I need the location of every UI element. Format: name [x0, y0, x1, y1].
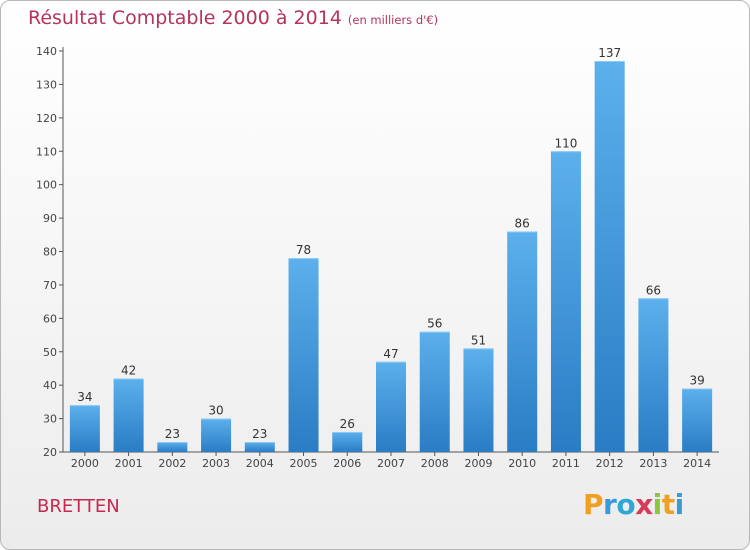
y-tick-label: 100 — [36, 179, 57, 192]
y-tick-label: 90 — [43, 212, 57, 225]
bar-2010 — [507, 231, 538, 452]
bar-2012 — [594, 61, 625, 453]
bar-2009 — [463, 348, 494, 452]
x-tick-label: 2012 — [596, 457, 624, 470]
y-tick-label: 20 — [43, 446, 57, 459]
x-tick-label: 2010 — [508, 457, 536, 470]
data-label: 30 — [208, 404, 223, 418]
y-tick-label: 130 — [36, 78, 57, 91]
chart-subtitle: (en milliers d'€) — [347, 13, 439, 27]
x-tick-label: 2002 — [158, 457, 186, 470]
x-tick-label: 2009 — [464, 457, 492, 470]
data-label: 23 — [165, 427, 180, 441]
city-name: BRETTEN — [37, 496, 120, 517]
logo-letter: r — [603, 488, 617, 521]
logo-letter: t — [661, 488, 675, 521]
x-tick-label: 2013 — [639, 457, 667, 470]
bar-2008 — [419, 331, 450, 452]
bar-2011 — [550, 151, 581, 452]
y-tick-label: 120 — [36, 112, 57, 125]
data-label: 56 — [427, 317, 442, 331]
chart-title: Résultat Comptable 2000 à 2014 (en millie… — [28, 7, 438, 29]
x-tick-label: 2014 — [683, 457, 711, 470]
data-label: 86 — [515, 216, 530, 230]
chart-title-text: Résultat Comptable 2000 à 2014 — [28, 7, 342, 29]
data-label: 39 — [689, 374, 704, 388]
y-tick-label: 110 — [36, 145, 57, 158]
bar-2013 — [638, 298, 669, 452]
data-label: 42 — [121, 363, 136, 377]
bar-2006 — [332, 431, 363, 452]
bar-2004 — [244, 441, 275, 452]
x-tick-label: 2000 — [71, 457, 99, 470]
y-tick-label: 70 — [43, 279, 57, 292]
bars — [69, 61, 713, 453]
bar-2000 — [69, 405, 100, 452]
x-tick-label: 2008 — [421, 457, 449, 470]
x-tick-label: 2005 — [290, 457, 318, 470]
logo-letter: i — [652, 488, 663, 521]
x-tick-label: 2006 — [333, 457, 361, 470]
logo-letter: o — [616, 488, 636, 521]
data-labels: 34 42 23 30 23 78 26 47 56 51 86 110 137 66 39 — [77, 46, 705, 441]
y-tick-label: 60 — [43, 312, 57, 325]
logo-letter: x — [635, 488, 653, 521]
x-tick-label: 2001 — [115, 457, 143, 470]
bar-2001 — [113, 378, 144, 452]
y-tick-label: 140 — [36, 45, 57, 58]
x-tick-label: 2004 — [246, 457, 274, 470]
data-label: 34 — [77, 390, 92, 404]
data-label: 51 — [471, 333, 486, 347]
x-tick-label: 2011 — [552, 457, 580, 470]
data-label: 78 — [296, 243, 311, 257]
x-tick-label: 2007 — [377, 457, 405, 470]
x-tick-label: 2003 — [202, 457, 230, 470]
logo-letter: i — [674, 488, 685, 521]
data-label: 47 — [383, 347, 398, 361]
bar-2003 — [201, 418, 232, 452]
data-label: 23 — [252, 427, 267, 441]
y-tick-label: 80 — [43, 246, 57, 259]
bar-2007 — [376, 361, 406, 452]
bar-2014 — [682, 388, 713, 452]
y-tick-label: 40 — [43, 379, 57, 392]
data-label: 110 — [554, 136, 577, 150]
bar-2002 — [157, 441, 188, 452]
data-label: 26 — [340, 417, 355, 431]
proxiti-logo[interactable]: Proxiti — [583, 488, 684, 521]
logo-letter: P — [583, 488, 604, 521]
y-tick-label: 30 — [43, 413, 57, 426]
data-label: 66 — [646, 283, 661, 297]
data-label: 137 — [598, 46, 621, 60]
y-tick-label: 50 — [43, 346, 57, 359]
bar-2005 — [288, 258, 319, 452]
